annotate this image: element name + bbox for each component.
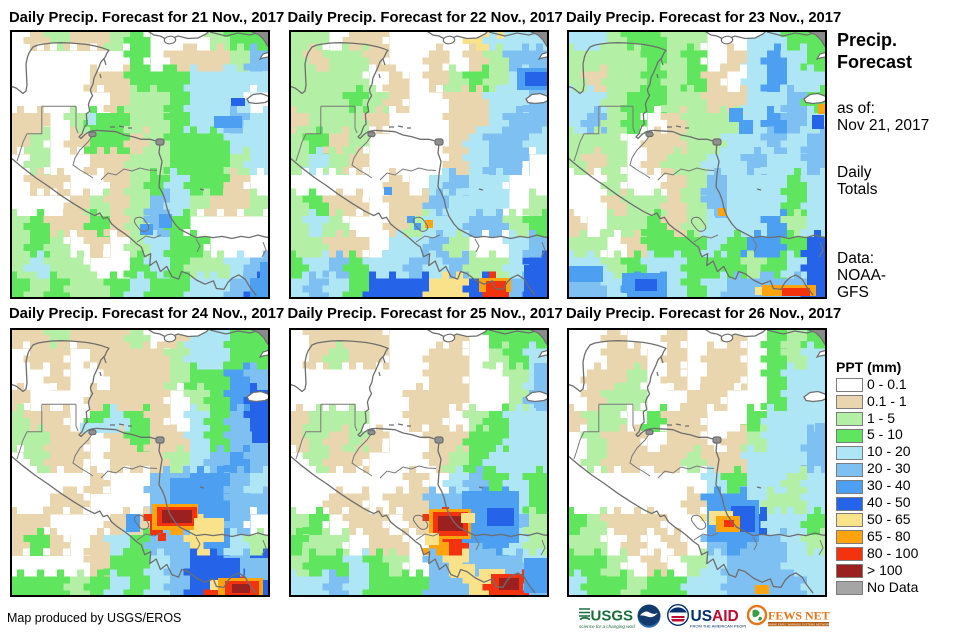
svg-text:FAMINE EARLY WARNING SYSTEMS N: FAMINE EARLY WARNING SYSTEMS NETWORK (767, 622, 830, 626)
svg-text:FEWS NET: FEWS NET (768, 609, 830, 623)
svg-text:USGS: USGS (591, 608, 634, 625)
svg-text:science for a changing world: science for a changing world (579, 624, 635, 629)
svg-text:USAID: USAID (691, 608, 739, 625)
svg-text:FROM THE AMERICAN PEOPLE: FROM THE AMERICAN PEOPLE (690, 624, 746, 629)
